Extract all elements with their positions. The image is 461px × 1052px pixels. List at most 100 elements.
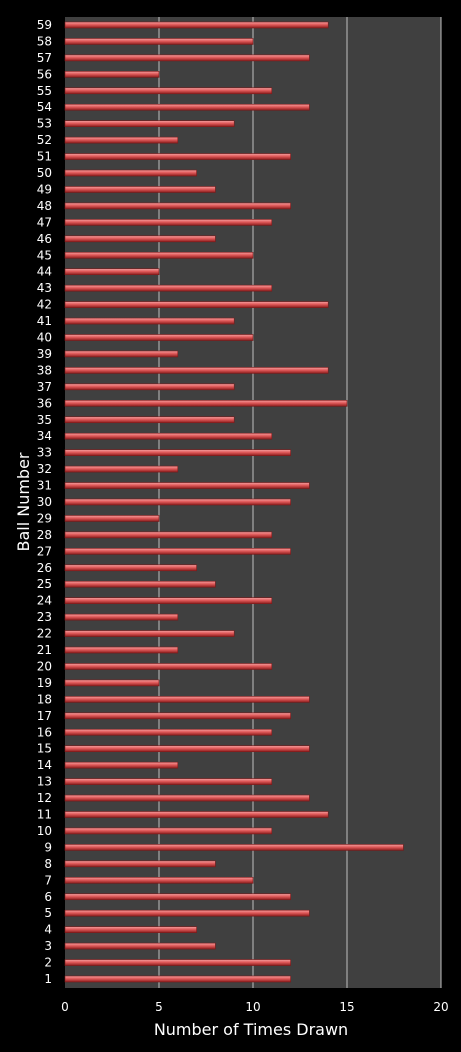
y-tick-label: 34 bbox=[37, 429, 52, 443]
bar-ball-25 bbox=[64, 580, 216, 588]
y-tick-label: 5 bbox=[44, 906, 52, 920]
bar-ball-42 bbox=[64, 301, 329, 308]
bar-ball-57 bbox=[64, 54, 310, 62]
bar-ball-13 bbox=[64, 778, 273, 785]
bar-ball-2 bbox=[64, 959, 291, 966]
bar-ball-26 bbox=[64, 564, 197, 572]
bar-ball-7 bbox=[64, 877, 254, 884]
bar-ball-30 bbox=[64, 498, 291, 506]
y-tick-label: 11 bbox=[37, 808, 52, 822]
y-tick-label: 35 bbox=[37, 413, 52, 427]
y-tick-label: 26 bbox=[37, 561, 52, 575]
x-axis-title: Number of Times Drawn bbox=[154, 1020, 348, 1039]
bar-ball-49 bbox=[64, 186, 216, 193]
y-tick-label: 48 bbox=[37, 199, 52, 213]
y-tick-label: 7 bbox=[44, 873, 52, 887]
y-tick-label: 42 bbox=[37, 298, 52, 312]
bar-ball-18 bbox=[64, 696, 310, 703]
y-tick-label: 55 bbox=[37, 84, 52, 98]
bar-ball-3 bbox=[64, 942, 216, 950]
y-tick-label: 19 bbox=[37, 676, 52, 690]
y-tick-label: 33 bbox=[37, 446, 52, 460]
y-tick-label: 52 bbox=[37, 133, 52, 147]
bar-ball-4 bbox=[64, 926, 197, 933]
y-tick-label: 45 bbox=[37, 248, 52, 262]
y-tick-label: 58 bbox=[37, 34, 52, 48]
bar-ball-19 bbox=[64, 679, 160, 687]
y-tick-label: 37 bbox=[37, 380, 52, 394]
bar-ball-16 bbox=[64, 728, 273, 736]
y-tick-label: 32 bbox=[37, 462, 52, 476]
bar-ball-20 bbox=[64, 663, 273, 670]
bar-ball-23 bbox=[64, 613, 179, 621]
y-tick-label: 47 bbox=[37, 215, 52, 229]
y-tick-label: 8 bbox=[44, 857, 52, 871]
bar-ball-47 bbox=[64, 219, 273, 226]
y-tick-label: 54 bbox=[37, 100, 52, 114]
bar-ball-36 bbox=[64, 400, 348, 407]
bar-ball-31 bbox=[64, 482, 310, 489]
bar-ball-55 bbox=[64, 87, 273, 95]
y-tick-label: 10 bbox=[37, 824, 52, 838]
bar-ball-29 bbox=[64, 515, 160, 522]
bar-ball-54 bbox=[64, 103, 310, 111]
x-tick-label: 0 bbox=[61, 1000, 69, 1014]
bar-ball-41 bbox=[64, 317, 235, 325]
y-tick-labels: 1234567891011121314151617181920212223242… bbox=[37, 18, 52, 986]
bar-ball-5 bbox=[64, 909, 310, 917]
y-tick-label: 56 bbox=[37, 67, 52, 81]
x-tick-label: 10 bbox=[245, 1000, 260, 1014]
bar-ball-33 bbox=[64, 449, 291, 456]
y-tick-label: 18 bbox=[37, 692, 52, 706]
bar-ball-48 bbox=[64, 202, 291, 210]
y-tick-label: 40 bbox=[37, 331, 52, 345]
y-tick-label: 13 bbox=[37, 775, 52, 789]
y-tick-label: 36 bbox=[37, 396, 52, 410]
y-tick-label: 3 bbox=[44, 939, 52, 953]
bar-ball-9 bbox=[64, 844, 404, 851]
y-tick-label: 28 bbox=[37, 528, 52, 542]
x-tick-label: 5 bbox=[155, 1000, 163, 1014]
bar-ball-34 bbox=[64, 432, 273, 440]
y-tick-label: 24 bbox=[37, 594, 52, 608]
y-tick-label: 43 bbox=[37, 281, 52, 295]
bar-ball-38 bbox=[64, 367, 329, 374]
bar-ball-17 bbox=[64, 712, 291, 720]
bar-ball-44 bbox=[64, 268, 160, 276]
y-tick-label: 21 bbox=[37, 643, 52, 657]
y-tick-label: 50 bbox=[37, 166, 52, 180]
y-tick-label: 31 bbox=[37, 479, 52, 493]
y-axis-title: Ball Number bbox=[14, 452, 33, 551]
bar-ball-51 bbox=[64, 153, 291, 160]
bar-ball-1 bbox=[64, 975, 291, 983]
y-tick-label: 2 bbox=[44, 956, 52, 970]
y-tick-label: 22 bbox=[37, 627, 52, 641]
y-tick-label: 49 bbox=[37, 182, 52, 196]
bar-ball-11 bbox=[64, 811, 329, 818]
y-tick-label: 1 bbox=[44, 972, 52, 986]
bar-ball-35 bbox=[64, 416, 235, 424]
y-tick-label: 4 bbox=[44, 923, 52, 937]
y-tick-label: 51 bbox=[37, 150, 52, 164]
y-tick-label: 20 bbox=[37, 659, 52, 673]
bar-ball-21 bbox=[64, 646, 179, 654]
y-tick-label: 59 bbox=[37, 18, 52, 32]
x-tick-label: 15 bbox=[339, 1000, 354, 1014]
y-tick-label: 30 bbox=[37, 495, 52, 509]
y-tick-label: 46 bbox=[37, 232, 52, 246]
bars bbox=[64, 21, 404, 983]
x-tick-label: 20 bbox=[433, 1000, 448, 1014]
bar-ball-40 bbox=[64, 334, 254, 341]
bar-ball-8 bbox=[64, 860, 216, 868]
bar-ball-22 bbox=[64, 630, 235, 637]
bar-ball-27 bbox=[64, 548, 291, 555]
y-tick-label: 27 bbox=[37, 544, 52, 558]
bar-ball-24 bbox=[64, 597, 273, 604]
y-tick-label: 29 bbox=[37, 511, 52, 525]
bar-ball-6 bbox=[64, 893, 291, 901]
x-tick-labels: 0 5 10 15 20 bbox=[61, 1000, 448, 1014]
y-tick-label: 41 bbox=[37, 314, 52, 328]
y-tick-label: 12 bbox=[37, 791, 52, 805]
bar-ball-46 bbox=[64, 235, 216, 243]
